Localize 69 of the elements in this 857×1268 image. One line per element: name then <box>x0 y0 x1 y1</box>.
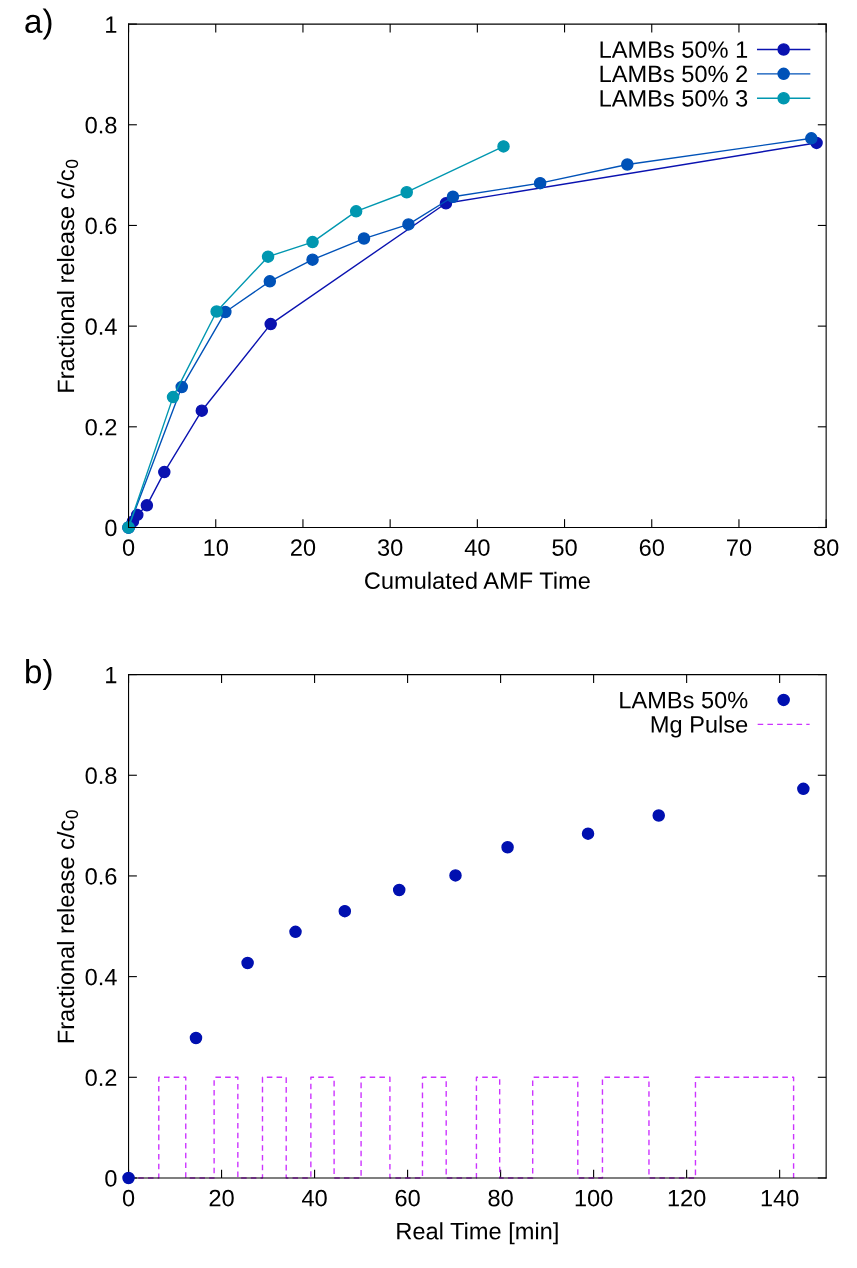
x-tick-label: 0 <box>122 539 135 556</box>
point <box>140 499 154 512</box>
x-tick-label: 20 <box>291 539 316 556</box>
x-tick-label: 70 <box>727 539 752 556</box>
y-tick-label: 0 <box>105 1170 117 1187</box>
point <box>210 305 223 318</box>
y-tick-label: 0.6 <box>85 868 117 885</box>
point <box>533 176 547 190</box>
x-tick-label: 60 <box>639 539 664 556</box>
point <box>241 956 254 970</box>
legend-label: LAMBs 50% 3 <box>600 89 748 107</box>
point <box>805 132 818 145</box>
y-tick-label: 0.8 <box>85 767 117 785</box>
point <box>189 1031 203 1045</box>
y-tick-label: 0.4 <box>85 968 117 986</box>
y-tick-label: 0.8 <box>85 116 117 134</box>
point <box>357 232 371 245</box>
x-tick-label: 50 <box>552 539 577 556</box>
x-tick-label: 100 <box>575 1189 613 1207</box>
point <box>349 205 363 218</box>
x-axis-title: Cumulated AMF Time <box>365 571 590 590</box>
y-tick-label: 1 <box>106 666 117 684</box>
x-axis-title: Real Time [min] <box>397 1222 558 1245</box>
point <box>264 317 277 331</box>
point <box>797 782 810 796</box>
y-tick-label: 0.6 <box>85 217 117 235</box>
legend-label: LAMBs 50% <box>620 691 748 709</box>
y-axis-title: Fractional release c/c$_{0}$ <box>56 159 79 392</box>
point <box>306 235 319 249</box>
point <box>449 869 462 882</box>
y-axis-title: Fractional release c/c$_{0}$ <box>56 810 79 1043</box>
y-tick-label: 0.2 <box>85 418 117 436</box>
point <box>195 404 209 417</box>
point <box>338 904 352 918</box>
x-tick-label: 40 <box>301 1189 327 1207</box>
point <box>581 827 595 840</box>
point <box>166 390 180 404</box>
text: b) <box>26 659 52 691</box>
point <box>392 883 406 897</box>
point <box>263 275 277 288</box>
y-tick-label: 0.4 <box>85 318 117 335</box>
x-tick-label: 10 <box>204 539 228 556</box>
y-tick-label: 0.2 <box>85 1069 117 1087</box>
text: a) <box>25 8 52 40</box>
x-tick-label: 0 <box>122 1189 135 1207</box>
point <box>261 250 275 263</box>
point <box>158 465 171 479</box>
x-tick-label: 140 <box>761 1189 799 1207</box>
point <box>497 140 510 153</box>
point <box>446 190 460 204</box>
x-tick-label: 120 <box>668 1189 706 1207</box>
point <box>400 185 413 199</box>
point <box>289 925 302 939</box>
point <box>621 158 634 171</box>
legend-label: Mg Pulse <box>651 715 748 738</box>
x-tick-label: 30 <box>377 539 403 556</box>
x-tick-label: 40 <box>464 539 490 556</box>
point <box>652 809 665 822</box>
y-tick-label: 1 <box>106 16 117 33</box>
x-tick-label: 20 <box>209 1189 234 1207</box>
x-tick-label: 80 <box>488 1189 513 1207</box>
legend-label: LAMBs 50% 1 <box>600 41 748 58</box>
point <box>501 840 514 854</box>
point <box>402 218 415 231</box>
x-tick-label: 80 <box>814 539 839 556</box>
y-tick-label: 0 <box>105 519 117 537</box>
x-tick-label: 60 <box>395 1189 420 1207</box>
legend-label: LAMBs 50% 2 <box>600 65 748 83</box>
point <box>306 253 319 266</box>
